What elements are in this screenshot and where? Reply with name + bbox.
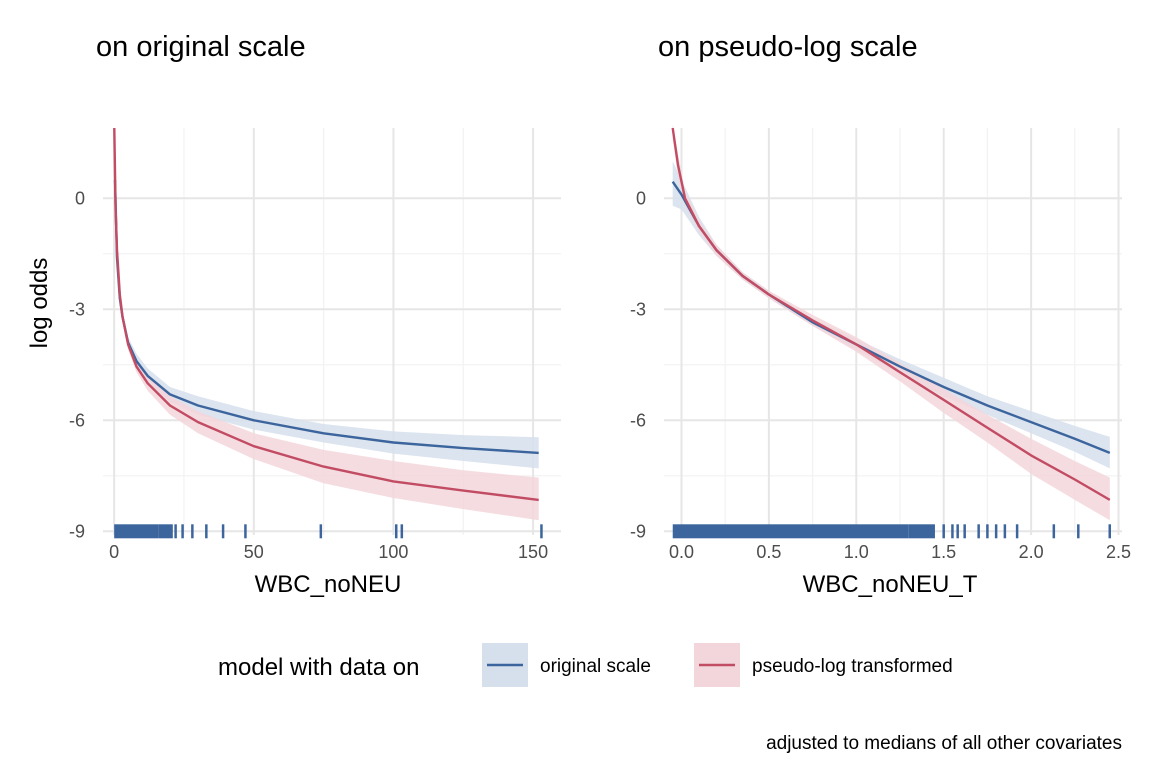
lines-original <box>113 127 539 502</box>
y-tick-label: -6 <box>69 410 85 430</box>
lines-pseudo-log <box>671 127 1111 501</box>
panel-title-pseudo-log: on pseudo-log scale <box>658 31 918 63</box>
y-ticks-pseudo-log: 0 -3 -6 -9 <box>630 188 646 541</box>
panel-original-scale: on original scale 0 -3 -6 -9 0 50 100 150 WBC_… <box>26 31 561 598</box>
legend-item-pseudo-log: pseudo-log transformed <box>694 643 953 687</box>
confidence-ribbon-original <box>672 161 1110 469</box>
x-axis-label-original: WBC_noNEU <box>255 571 402 598</box>
x-tick-label: 2.0 <box>1019 542 1044 562</box>
legend-title: model with data on <box>218 654 419 681</box>
y-tick-label: 0 <box>75 188 85 208</box>
confidence-ribbon-pseudo <box>114 124 539 521</box>
x-tick-label: 150 <box>518 542 548 562</box>
x-tick-label: 0.5 <box>756 542 781 562</box>
ribbons-original <box>114 124 539 521</box>
y-tick-label: -6 <box>630 410 646 430</box>
x-axis-label-pseudo-log: WBC_noNEU_T <box>803 571 978 598</box>
caption: adjusted to medians of all other covaria… <box>766 733 1122 754</box>
legend-label-pseudo-log: pseudo-log transformed <box>752 656 953 677</box>
rug-dense-band <box>672 524 909 539</box>
y-ticks-original: 0 -3 -6 -9 <box>69 188 85 541</box>
x-tick-label: 100 <box>378 542 408 562</box>
legend-label-original-scale: original scale <box>540 656 651 677</box>
panel-title-original: on original scale <box>96 31 306 63</box>
legend-item-original-scale: original scale <box>482 643 651 687</box>
x-ticks-original: 0 50 100 150 <box>109 542 548 562</box>
x-tick-label: 0.0 <box>669 542 694 562</box>
legend: model with data on original scale pseudo… <box>218 643 953 687</box>
x-tick-label: 0 <box>109 542 119 562</box>
y-tick-label: -9 <box>69 521 85 541</box>
confidence-ribbon-pseudo <box>672 124 1110 521</box>
x-tick-label: 50 <box>244 542 264 562</box>
rug-dense-band <box>158 524 173 539</box>
series-line-pseudo <box>113 127 539 502</box>
y-tick-label: 0 <box>636 188 646 208</box>
x-tick-label: 2.5 <box>1106 542 1131 562</box>
ribbons-pseudo-log <box>672 124 1110 521</box>
x-ticks-pseudo-log: 0.0 0.5 1.0 1.5 2.0 2.5 <box>669 542 1131 562</box>
rug-original <box>114 524 543 539</box>
y-axis-label: log odds <box>26 258 53 349</box>
x-tick-label: 1.5 <box>931 542 956 562</box>
rug-dense-band <box>114 524 159 539</box>
y-tick-label: -9 <box>630 521 646 541</box>
panel-pseudo-log-scale: on pseudo-log scale 0 -3 -6 -9 0.0 0.5 1.0 1.5… <box>630 31 1131 598</box>
y-tick-label: -3 <box>630 299 646 319</box>
rug-pseudo-log <box>672 524 1112 539</box>
series-line-original <box>671 181 1111 455</box>
series-line-pseudo <box>671 127 1111 501</box>
y-tick-label: -3 <box>69 299 85 319</box>
rug-dense-band <box>908 524 935 539</box>
confidence-ribbon-original <box>115 161 539 469</box>
x-tick-label: 1.0 <box>844 542 869 562</box>
